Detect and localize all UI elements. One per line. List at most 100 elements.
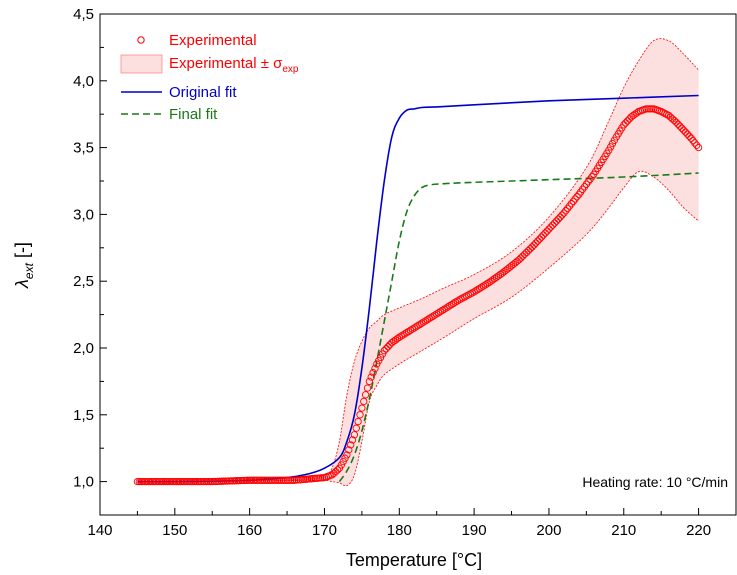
experimental-point: [139, 477, 147, 486]
experimental-point: [451, 298, 460, 306]
experimental-point: [556, 213, 564, 221]
experimental-point: [694, 143, 703, 152]
experimental-point: [687, 134, 695, 142]
experimental-point: [526, 245, 534, 253]
experimental-point: [167, 477, 175, 486]
experimental-point: [395, 333, 403, 341]
heating-rate-annotation: Heating rate: 10 °C/min: [582, 474, 728, 490]
x-tick-label: 200: [536, 522, 561, 539]
experimental-point: [627, 113, 635, 121]
experimental-point: [543, 227, 551, 235]
experimental-point: [274, 476, 282, 484]
experimental-point: [262, 476, 271, 484]
experimental-point: [380, 347, 388, 355]
experimental-point: [393, 334, 402, 343]
experimental-point: [578, 185, 587, 193]
experimental-point: [462, 292, 471, 300]
plot-frame: [99, 13, 737, 516]
experimental-points-layer: [133, 105, 703, 486]
experimental-point: [173, 477, 181, 486]
experimental-point: [629, 111, 637, 120]
experimental-point: [552, 217, 561, 225]
experimental-point: [560, 209, 568, 217]
experimental-point: [492, 273, 501, 281]
legend-final-fit-label: Final fit: [169, 106, 218, 123]
experimental-point: [588, 173, 596, 181]
experimental-point: [367, 373, 375, 381]
experimental-point: [148, 477, 157, 486]
experimental-point: [277, 476, 286, 484]
experimental-point: [146, 477, 155, 486]
experimental-point: [158, 477, 166, 486]
band-layer: [137, 38, 699, 487]
experimental-point: [491, 274, 499, 283]
legend-band-swatch: [120, 54, 163, 74]
experimental-point: [249, 476, 258, 484]
experimental-point: [275, 476, 284, 484]
experimental-point: [363, 384, 372, 392]
experimental-point: [472, 287, 480, 295]
experimental-point: [545, 225, 553, 233]
experimental-point: [457, 295, 465, 303]
experimental-point: [681, 128, 690, 136]
experimental-point: [535, 235, 544, 243]
experimental-point: [216, 477, 224, 485]
experimental-point: [644, 105, 652, 113]
experimental-point: [558, 211, 566, 219]
experimental-point: [156, 477, 164, 486]
experimental-point: [414, 321, 422, 330]
experimental-point: [189, 477, 198, 486]
experimental-point: [418, 319, 426, 327]
experimental-point: [479, 282, 488, 290]
experimental-point: [455, 296, 463, 304]
experimental-point: [562, 207, 570, 215]
experimental-point: [429, 312, 437, 320]
experimental-point: [253, 476, 261, 484]
experimental-point: [476, 284, 484, 293]
x-tick-label: 210: [611, 522, 636, 539]
experimental-sigma-band: [137, 38, 699, 486]
experimental-point: [266, 476, 274, 484]
experimental-point: [245, 476, 254, 484]
experimental-point: [661, 109, 669, 118]
experimental-point: [481, 281, 489, 289]
experimental-point: [470, 288, 478, 296]
experimental-point: [171, 477, 179, 486]
experimental-point: [165, 477, 173, 486]
experimental-point: [260, 476, 269, 484]
experimental-point: [408, 325, 417, 333]
experimental-point: [281, 476, 289, 484]
experimental-point: [571, 195, 579, 203]
experimental-point: [453, 297, 461, 305]
experimental-point: [496, 270, 504, 279]
experimental-point: [676, 122, 684, 130]
y-tick-label: 4,0: [73, 73, 94, 90]
experimental-point: [621, 119, 630, 127]
sigma-band-upper-edge: [137, 38, 699, 481]
experimental-point: [388, 339, 396, 347]
experimental-point: [522, 248, 531, 257]
experimental-point: [204, 477, 213, 486]
experimental-point: [693, 141, 701, 149]
experimental-point: [259, 476, 267, 484]
experimental-point: [520, 250, 529, 258]
original-fit-line: [137, 94, 699, 483]
experimental-point: [356, 411, 364, 419]
experimental-point: [347, 441, 355, 449]
experimental-point: [257, 476, 265, 484]
experimental-point: [575, 190, 583, 199]
legend: Experimental Experimental ± σexp Origina…: [120, 32, 299, 123]
experimental-point: [569, 197, 577, 206]
experimental-point: [206, 477, 215, 486]
experimental-point: [436, 307, 445, 316]
experimental-point: [541, 229, 549, 237]
x-tick-label: 150: [162, 522, 187, 539]
experimental-point: [195, 477, 203, 486]
experimental-point: [255, 476, 263, 484]
y-tick-label: 2,0: [73, 340, 94, 357]
experimental-point: [678, 124, 686, 132]
experimental-point: [178, 477, 186, 486]
experimental-point: [416, 320, 424, 329]
experimental-point: [285, 476, 293, 484]
experimental-point: [464, 291, 473, 299]
